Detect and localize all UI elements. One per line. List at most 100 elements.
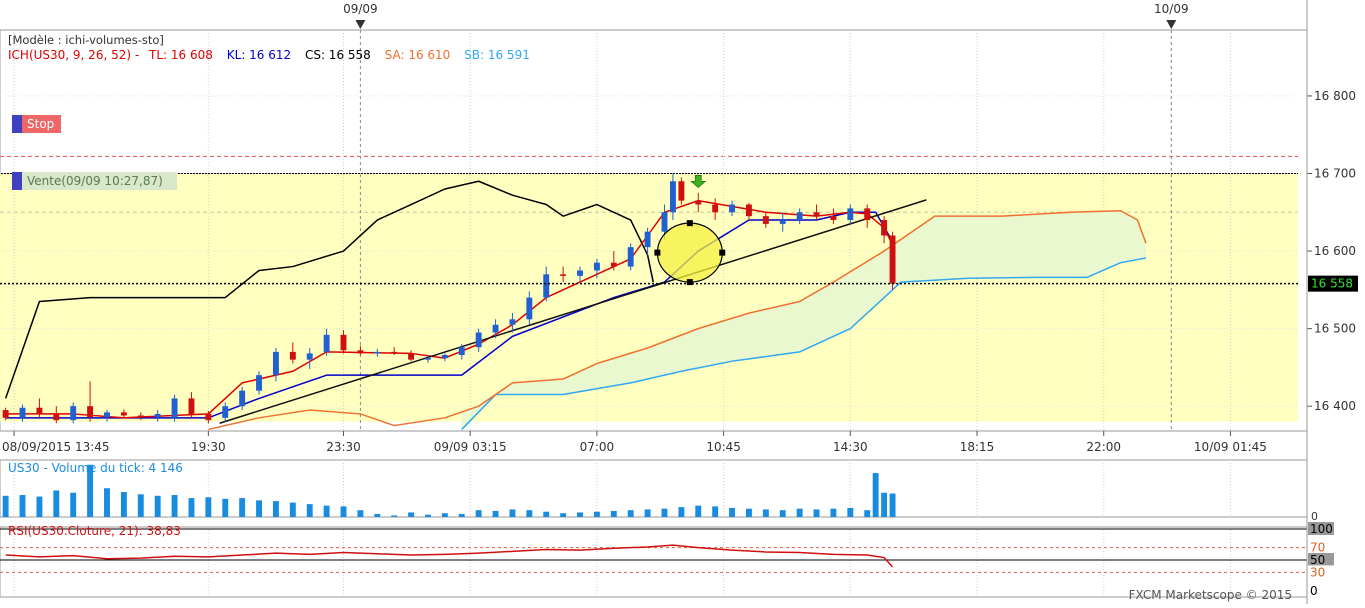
sell-signal-arrow-icon: [690, 175, 707, 188]
candle-body: [889, 235, 896, 284]
candle-body: [239, 390, 246, 407]
volume-bar: [2, 495, 9, 517]
rsi-tick-bg: [1308, 584, 1334, 597]
volume-bar: [188, 498, 195, 517]
candle: [205, 410, 212, 424]
candle-body: [762, 216, 769, 224]
price-tick-label: 16 600: [1314, 244, 1356, 258]
volume-bar: [779, 510, 786, 517]
candle-body: [543, 274, 550, 298]
candle-body: [408, 353, 415, 360]
chikou-line: [4, 180, 654, 399]
candle-body: [610, 262, 617, 267]
price-tick-label: 16 700: [1314, 166, 1356, 180]
candle-body: [881, 220, 888, 236]
candle: [593, 258, 600, 279]
kumo-cloud: [461, 210, 1146, 430]
time-tick-label: 22:00: [1086, 440, 1121, 454]
candle: [222, 402, 229, 422]
candle-body: [36, 407, 43, 414]
volume-panel: [0, 459, 1308, 518]
candle-body: [87, 406, 94, 418]
volume-bar: [729, 507, 736, 517]
ich-legend: ICH(US30, 9, 26, 52) - TL: 16 608 KL: 16…: [8, 48, 530, 62]
candle-body: [222, 406, 229, 418]
candle: [408, 350, 415, 362]
candle-body: [441, 354, 448, 359]
candle: [120, 409, 127, 419]
candle: [762, 212, 769, 228]
volume-bar: [441, 513, 448, 517]
volume-bar: [577, 512, 583, 517]
volume-bar: [306, 504, 313, 517]
trendline: [219, 199, 927, 424]
volume-bar: [19, 495, 26, 517]
rsi-line: [5, 544, 894, 568]
candle-body: [779, 220, 786, 224]
candle: [272, 348, 279, 382]
candle: [70, 402, 77, 424]
stop-label-bg: [22, 115, 61, 133]
volume-bar: [762, 509, 769, 517]
candle: [53, 406, 60, 424]
tl-value: TL: 16 608: [148, 48, 213, 62]
volume-bar: [458, 513, 465, 517]
volume-bar: [872, 473, 879, 517]
candle: [340, 330, 347, 354]
volume-bar: [644, 509, 651, 517]
candle: [796, 208, 803, 224]
candle: [577, 266, 583, 283]
candle-body: [745, 204, 752, 217]
candle-body: [289, 351, 296, 360]
time-tick-label: 19:30: [191, 440, 226, 454]
candle: [644, 227, 651, 255]
time-tick-label: 08/09/2015 13:45: [2, 440, 110, 454]
candle-body: [644, 231, 651, 248]
volume-bar: [627, 510, 634, 517]
price-tick-label: 16 400: [1314, 399, 1356, 413]
candle: [779, 212, 786, 232]
volume-bar: [87, 464, 94, 517]
volume-bar: [610, 510, 617, 517]
date-marker-icon: [1166, 20, 1177, 29]
brand-label: FXCM Marketscope © 2015: [1129, 588, 1292, 602]
date-label: 09/09: [343, 2, 378, 16]
volume-bar: [137, 494, 144, 517]
volume-bar: [796, 508, 803, 517]
kl-value: KL: 16 612: [227, 48, 291, 62]
volume-bar: [492, 510, 499, 517]
volume-bar: [745, 508, 752, 517]
volume-bar: [695, 505, 702, 517]
volume-bar: [357, 510, 364, 517]
candle: [239, 386, 246, 411]
candle-body: [205, 413, 212, 421]
candle: [36, 398, 43, 418]
stop-label: Stop: [27, 117, 54, 131]
rsi-tick-bg: [1308, 540, 1334, 554]
candle-body: [577, 270, 583, 276]
ellipse-handle: [654, 249, 661, 256]
rsi-tick-label: 0: [1310, 584, 1318, 598]
cs-value: CS: 16 558: [305, 48, 371, 62]
candle: [543, 266, 550, 302]
candle: [137, 412, 144, 421]
ellipse-handle: [719, 249, 726, 256]
vente-label: Vente(09/09 10:27,87): [27, 174, 163, 188]
rsi-tick-label: 70: [1310, 541, 1325, 555]
time-tick-label: 10:45: [706, 440, 741, 454]
senkou-b-line: [461, 257, 1147, 430]
volume-bar: [712, 506, 719, 517]
candle: [669, 173, 676, 221]
candle-body: [154, 413, 161, 418]
candle-body: [53, 413, 60, 421]
volume-bar: [408, 512, 415, 517]
candle: [560, 266, 567, 283]
candle: [458, 344, 465, 360]
candle-body: [120, 412, 127, 416]
volume-bar: [847, 507, 854, 517]
candle: [188, 392, 195, 418]
candle-body: [19, 407, 26, 418]
candle: [306, 348, 313, 369]
candle: [171, 394, 178, 422]
volume-tick-label: 0: [1311, 510, 1318, 523]
